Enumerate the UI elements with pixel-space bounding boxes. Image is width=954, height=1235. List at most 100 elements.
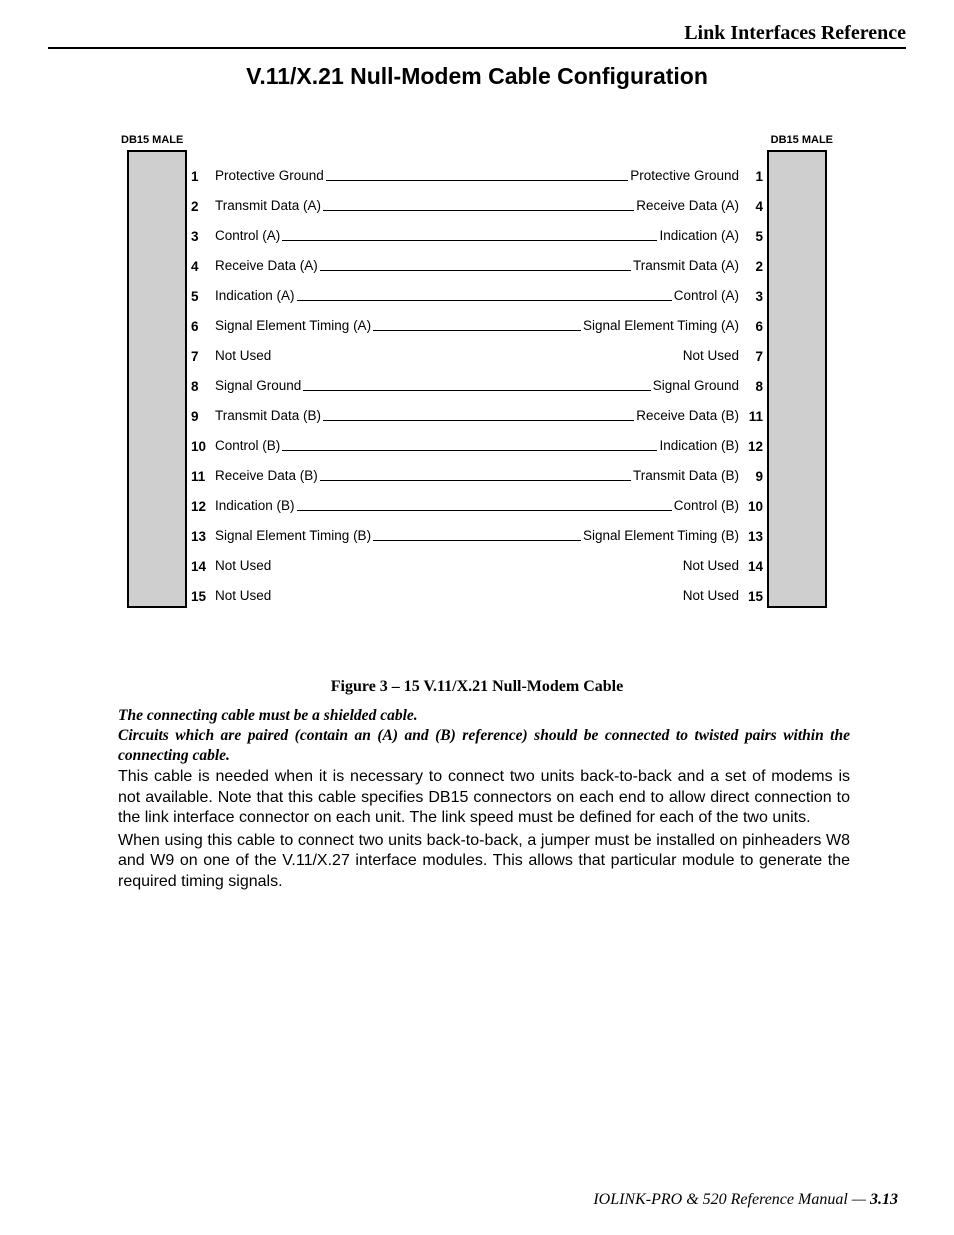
right-connector-label: DB15 MALE	[771, 134, 833, 146]
right-pin-number: 3	[743, 289, 767, 304]
left-signal-label: Transmit Data (A)	[211, 198, 321, 214]
wire-line	[373, 330, 581, 331]
note-1: The connecting cable must be a shielded …	[118, 706, 850, 726]
pin-row: 1Protective GroundProtective Ground1	[187, 154, 767, 184]
right-pin-number: 8	[743, 379, 767, 394]
left-signal-label: Signal Element Timing (A)	[211, 318, 371, 334]
left-pin-number: 4	[187, 259, 211, 274]
left-signal-label: Not Used	[211, 588, 271, 604]
pin-row: 13Signal Element Timing (B)Signal Elemen…	[187, 514, 767, 544]
left-signal-label: Not Used	[211, 348, 271, 364]
left-pin-number: 5	[187, 289, 211, 304]
left-pin-number: 12	[187, 499, 211, 514]
header-text: Link Interfaces Reference	[48, 22, 906, 45]
right-signal-label: Not Used	[683, 348, 743, 364]
pin-row: 2Transmit Data (A) Receive Data (A)4	[187, 184, 767, 214]
footer-manual: IOLINK-PRO & 520 Reference Manual —	[593, 1191, 870, 1208]
right-signal-label: Indication (A)	[659, 228, 743, 244]
pin-row: 3Control (A) Indication (A)5	[187, 214, 767, 244]
right-pin-number: 12	[743, 439, 767, 454]
left-pin-number: 10	[187, 439, 211, 454]
right-pin-number: 10	[743, 499, 767, 514]
left-signal-label: Transmit Data (B)	[211, 408, 321, 424]
right-signal-label: Signal Element Timing (B)	[583, 528, 743, 544]
right-pin-number: 9	[743, 469, 767, 484]
right-pin-number: 2	[743, 259, 767, 274]
left-connector-label: DB15 MALE	[121, 134, 183, 146]
right-signal-label: Control (A)	[674, 288, 743, 304]
right-pin-number: 1	[743, 169, 767, 184]
left-signal-label: Indication (A)	[211, 288, 295, 304]
left-pin-number: 8	[187, 379, 211, 394]
right-pin-number: 14	[743, 559, 767, 574]
right-signal-label: Signal Element Timing (A)	[583, 318, 743, 334]
page-title: V.11/X.21 Null-Modem Cable Configuration	[48, 63, 906, 90]
right-signal-label: Receive Data (A)	[636, 198, 743, 214]
pin-row: 6Signal Element Timing (A)Signal Element…	[187, 304, 767, 334]
pin-row: 5Indication (A) Control (A)3	[187, 274, 767, 304]
pin-row: 14Not UsedNot Used14	[187, 544, 767, 574]
wire-line	[282, 240, 657, 241]
right-signal-label: Protective Ground	[630, 168, 743, 184]
pin-row: 11Receive Data (B) Transmit Data (B)9	[187, 454, 767, 484]
right-signal-label: Not Used	[683, 588, 743, 604]
wire-line	[320, 480, 631, 481]
wire-line	[323, 420, 634, 421]
body-text: The connecting cable must be a shielded …	[118, 706, 850, 892]
paragraph-2: When using this cable to connect two uni…	[118, 831, 850, 892]
right-connector	[767, 150, 827, 608]
wire-line	[303, 390, 650, 391]
paragraph-1: This cable is needed when it is necessar…	[118, 767, 850, 828]
pin-rows: 1Protective GroundProtective Ground12Tra…	[187, 150, 767, 608]
cable-diagram: DB15 MALE DB15 MALE 1Protective GroundPr…	[127, 150, 827, 608]
figure-caption: Figure 3 – 15 V.11/X.21 Null-Modem Cable	[48, 678, 906, 696]
right-signal-label: Control (B)	[674, 498, 743, 514]
wire-line	[326, 180, 628, 181]
pin-row: 7Not UsedNot Used7	[187, 334, 767, 364]
left-signal-label: Protective Ground	[211, 168, 324, 184]
left-pin-number: 7	[187, 349, 211, 364]
right-signal-label: Transmit Data (A)	[633, 258, 743, 274]
right-signal-label: Transmit Data (B)	[633, 468, 743, 484]
pin-row: 10Control (B)Indication (B)12	[187, 424, 767, 454]
pin-row: 12Indication (B) Control (B)10	[187, 484, 767, 514]
footer-page: 3.13	[870, 1191, 898, 1208]
left-connector	[127, 150, 187, 608]
right-pin-number: 7	[743, 349, 767, 364]
wire-line	[297, 510, 672, 511]
pin-row: 4Receive Data (A) Transmit Data (A)2	[187, 244, 767, 274]
right-pin-number: 5	[743, 229, 767, 244]
left-signal-label: Receive Data (A)	[211, 258, 318, 274]
note-2: Circuits which are paired (contain an (A…	[118, 726, 850, 766]
wire-line	[297, 300, 672, 301]
pin-row: 9Transmit Data (B) Receive Data (B)11	[187, 394, 767, 424]
right-signal-label: Not Used	[683, 558, 743, 574]
right-pin-number: 6	[743, 319, 767, 334]
left-pin-number: 14	[187, 559, 211, 574]
left-signal-label: Receive Data (B)	[211, 468, 318, 484]
page-header: Link Interfaces Reference	[48, 22, 906, 49]
pin-row: 15Not UsedNot Used15	[187, 574, 767, 604]
left-signal-label: Not Used	[211, 558, 271, 574]
right-signal-label: Signal Ground	[653, 378, 743, 394]
left-pin-number: 11	[187, 469, 211, 484]
wire-line	[373, 540, 581, 541]
left-signal-label: Control (B)	[211, 438, 280, 454]
right-pin-number: 4	[743, 199, 767, 214]
right-pin-number: 15	[743, 589, 767, 604]
wire-line	[323, 210, 634, 211]
wire-line	[320, 270, 631, 271]
wire-line	[282, 450, 657, 451]
left-pin-number: 6	[187, 319, 211, 334]
left-pin-number: 9	[187, 409, 211, 424]
right-pin-number: 11	[743, 409, 767, 424]
page-footer: IOLINK-PRO & 520 Reference Manual — 3.13	[593, 1191, 898, 1209]
left-signal-label: Control (A)	[211, 228, 280, 244]
left-pin-number: 15	[187, 589, 211, 604]
right-signal-label: Receive Data (B)	[636, 408, 743, 424]
left-pin-number: 13	[187, 529, 211, 544]
left-signal-label: Indication (B)	[211, 498, 295, 514]
left-pin-number: 2	[187, 199, 211, 214]
left-pin-number: 3	[187, 229, 211, 244]
right-pin-number: 13	[743, 529, 767, 544]
